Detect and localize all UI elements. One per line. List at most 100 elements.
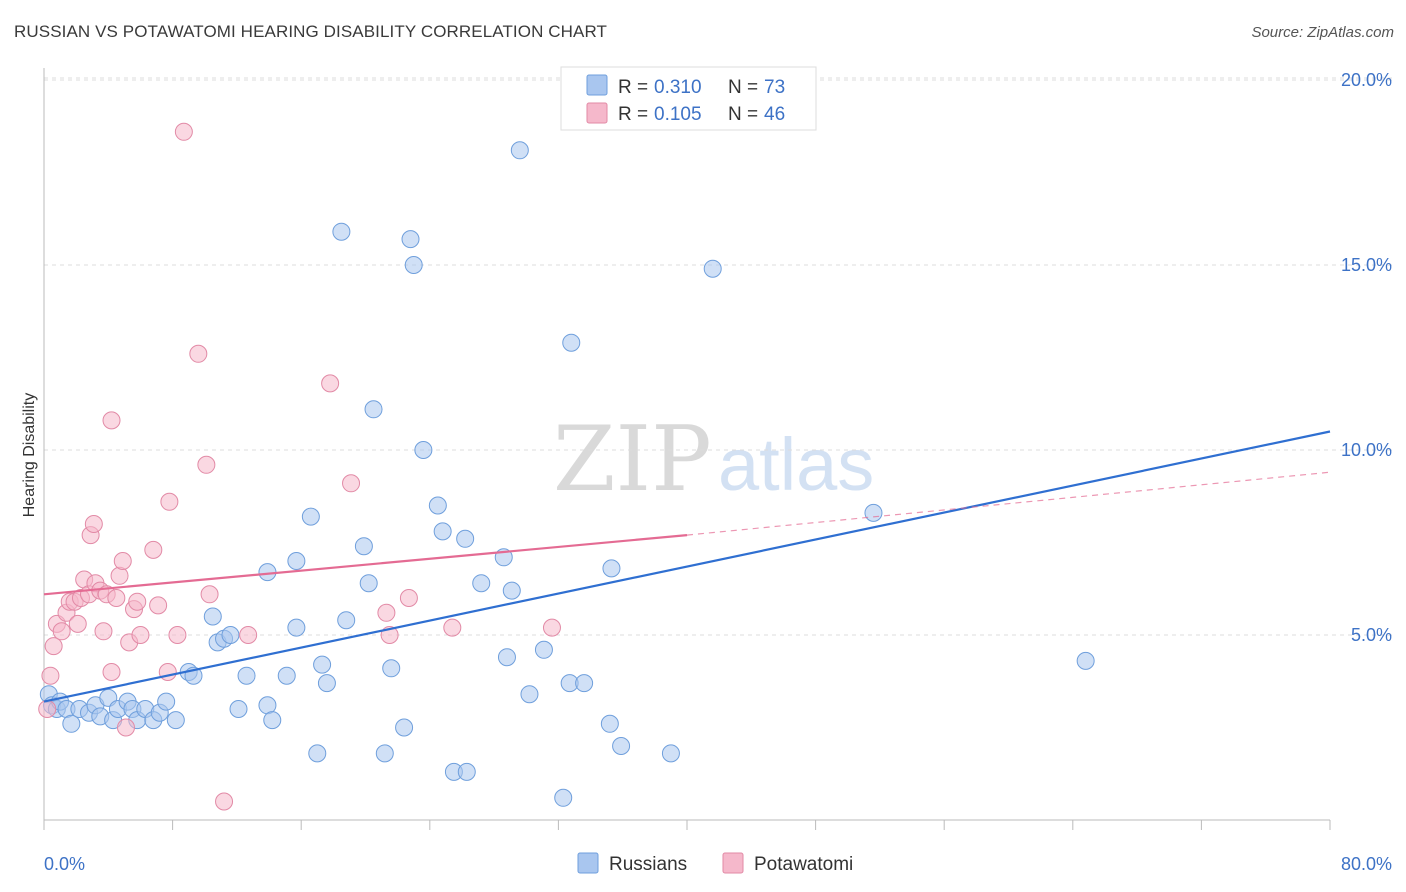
russians-point: [395, 718, 414, 737]
potawatomi-point: [200, 585, 219, 604]
russians-point: [364, 400, 383, 419]
russians-point: [277, 666, 296, 685]
legend-n-value-2: 46: [764, 104, 785, 125]
russians-point: [62, 714, 81, 733]
potawatomi-point: [84, 515, 103, 533]
russians-point: [221, 626, 240, 644]
potawatomi-point: [239, 626, 258, 644]
russians-point: [703, 259, 722, 278]
potawatomi-point: [377, 603, 396, 622]
russians-point: [1076, 651, 1095, 670]
russians-point: [661, 744, 680, 763]
potawatomi-point: [174, 122, 193, 141]
russians-trend-line: [43, 430, 1331, 703]
potawatomi-point: [399, 589, 418, 607]
bottom-legend-potawatomi: Potawatomi: [754, 854, 853, 875]
russians-point: [313, 655, 332, 674]
x-tick-labels: 0.0% 80.0%: [44, 854, 1392, 874]
russians-point: [157, 692, 176, 711]
russians-point: [287, 552, 306, 570]
y-tick-label: 15.0%: [1341, 255, 1392, 275]
potawatomi-point: [168, 626, 187, 644]
potawatomi-point: [342, 474, 361, 493]
russians-point: [554, 788, 573, 807]
bottom-legend-swatch-russians: [577, 852, 599, 874]
legend-r-label-1: R =: [618, 77, 648, 98]
potawatomi-point: [128, 592, 147, 611]
x-tick-label: 80.0%: [1341, 854, 1392, 874]
russians-point: [166, 711, 185, 730]
russians-point: [317, 674, 336, 693]
y-tick-label: 20.0%: [1341, 70, 1392, 90]
russians-point: [428, 496, 447, 515]
potawatomi-point: [102, 663, 121, 681]
russians-point: [575, 674, 594, 693]
russians-point: [354, 537, 373, 556]
series-legend: Russians Potawatomi: [577, 852, 853, 875]
legend-n-label-2: N =: [728, 104, 758, 125]
correlation-legend: R = 0.310 N = 73 R = 0.105 N = 46: [560, 66, 817, 131]
watermark: ZIP atlas: [553, 407, 874, 512]
y-tick-label: 10.0%: [1341, 440, 1392, 460]
potawatomi-point: [102, 411, 121, 430]
source-label: Source: ZipAtlas.com: [1251, 24, 1394, 41]
russians-point: [332, 222, 351, 241]
potawatomi-point: [110, 566, 129, 585]
series-russians-points: [39, 141, 1095, 807]
potawatomi-point: [116, 718, 135, 737]
legend-r-value-1: 0.310: [654, 77, 702, 98]
russians-point: [375, 744, 394, 763]
russians-point: [414, 441, 433, 459]
russians-point: [337, 611, 356, 630]
russians-point: [457, 762, 476, 781]
russians-point: [287, 618, 306, 637]
potawatomi-point: [94, 622, 113, 641]
x-tick-label: 0.0%: [44, 854, 85, 874]
potawatomi-point: [113, 552, 132, 570]
potawatomi-point: [44, 637, 63, 656]
russians-point: [301, 507, 320, 526]
russians-point: [401, 230, 420, 249]
russians-point: [229, 700, 248, 718]
grid-lines: [44, 77, 1392, 636]
russians-point: [502, 581, 521, 600]
potawatomi-point: [52, 622, 71, 641]
russians-point: [520, 685, 539, 704]
russians-point: [562, 333, 581, 352]
y-tick-label: 5.0%: [1351, 625, 1392, 645]
russians-point: [382, 659, 401, 678]
russians-point: [612, 737, 631, 755]
y-tick-labels: 5.0% 10.0% 15.0% 20.0%: [1341, 70, 1392, 645]
russians-point: [203, 607, 222, 626]
russians-point: [600, 714, 619, 733]
potawatomi-point: [38, 700, 57, 718]
legend-r-label-2: R =: [618, 104, 648, 125]
bottom-legend-russians: Russians: [609, 854, 687, 875]
potawatomi-point: [189, 344, 208, 363]
potawatomi-point: [160, 492, 179, 511]
watermark-zip: ZIP: [553, 407, 712, 512]
russians-point: [864, 503, 883, 522]
russians-point: [510, 141, 529, 160]
chart-title: RUSSIAN VS POTAWATOMI HEARING DISABILITY…: [14, 22, 608, 41]
legend-swatch-potawatomi: [586, 102, 608, 124]
potawatomi-point: [149, 596, 168, 615]
y-axis-label: Hearing Disability: [21, 393, 38, 518]
bottom-legend-swatch-potawatomi: [722, 852, 744, 874]
legend-swatch-russians: [586, 74, 608, 96]
potawatomi-point: [107, 589, 126, 607]
potawatomi-point: [131, 626, 150, 644]
russians-point: [359, 574, 378, 593]
russians-point: [308, 744, 327, 763]
potawatomi-point: [68, 614, 87, 633]
potawatomi-trend-line: [43, 534, 688, 596]
potawatomi-point: [197, 455, 216, 474]
trend-lines: [43, 430, 1331, 703]
potawatomi-point: [443, 618, 462, 637]
russians-point: [263, 711, 282, 730]
legend-n-value-1: 73: [764, 77, 785, 98]
russians-point: [534, 640, 553, 659]
potawatomi-point: [144, 540, 163, 559]
russians-point: [602, 559, 621, 578]
